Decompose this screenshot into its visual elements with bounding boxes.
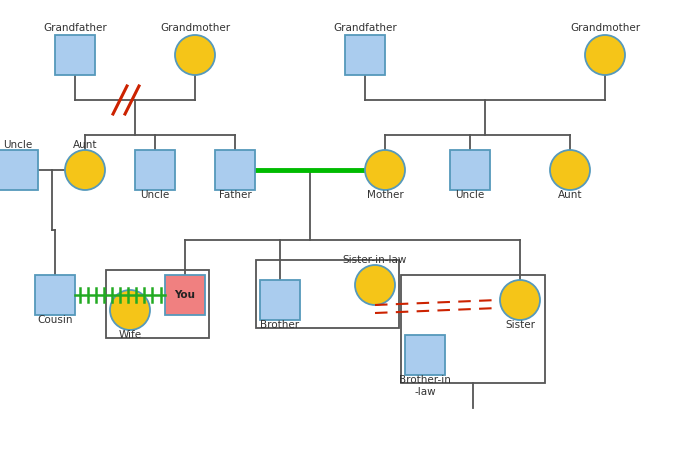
Circle shape	[500, 280, 540, 320]
Text: Aunt: Aunt	[558, 190, 582, 200]
Text: Grandmother: Grandmother	[570, 23, 640, 33]
Text: Cousin: Cousin	[37, 315, 73, 325]
Bar	[256, 260, 399, 328]
Text: Father: Father	[219, 190, 252, 200]
Bar	[215, 150, 255, 190]
Bar	[106, 270, 209, 338]
Text: Uncle: Uncle	[456, 190, 485, 200]
Circle shape	[585, 35, 625, 75]
Text: Sister: Sister	[505, 320, 535, 330]
Bar	[55, 35, 95, 75]
Text: Grandfather: Grandfather	[333, 23, 397, 33]
Text: Brother-in
-law: Brother-in -law	[399, 375, 451, 396]
Circle shape	[355, 265, 395, 305]
Circle shape	[365, 150, 405, 190]
Text: Mother: Mother	[367, 190, 403, 200]
Bar	[0, 150, 38, 190]
Text: Uncle: Uncle	[140, 190, 169, 200]
Bar	[35, 275, 75, 315]
Text: Uncle: Uncle	[3, 140, 33, 150]
Bar	[260, 280, 300, 320]
Circle shape	[175, 35, 215, 75]
Text: Sister-in-law: Sister-in-law	[343, 255, 407, 265]
Text: You: You	[175, 290, 196, 300]
Circle shape	[110, 290, 150, 330]
Text: Grandfather: Grandfather	[43, 23, 107, 33]
Bar	[405, 335, 445, 375]
Bar	[165, 275, 205, 315]
Text: Brother: Brother	[260, 320, 300, 330]
Bar	[345, 35, 385, 75]
Text: Aunt: Aunt	[73, 140, 97, 150]
Text: Grandmother: Grandmother	[160, 23, 230, 33]
Circle shape	[550, 150, 590, 190]
Circle shape	[65, 150, 105, 190]
Bar	[450, 150, 490, 190]
Bar	[401, 275, 545, 383]
Bar	[135, 150, 175, 190]
Text: Wife: Wife	[118, 330, 141, 340]
